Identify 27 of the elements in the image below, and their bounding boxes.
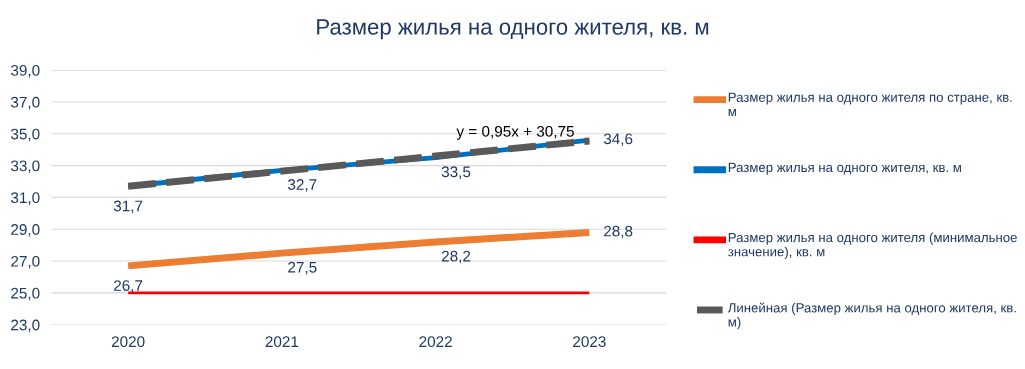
data-label: 28,8 [604, 225, 633, 239]
legend-label: Линейная (Размер жилья на одного жителя, кв. м) [727, 302, 1016, 330]
data-label: 27,5 [288, 261, 317, 275]
y-tick-label: 35,0 [10, 128, 40, 142]
x-tick-label: 2020 [111, 336, 145, 348]
data-label: 26,7 [114, 280, 143, 293]
y-tick-label: 29,0 [11, 224, 40, 237]
y-tick-label: 39,0 [10, 64, 40, 78]
annotation: y = 0,95x + 30,75 [456, 125, 574, 140]
data-label: 31,7 [113, 200, 143, 214]
chart-title: Размер жилья на одного жителя, кв. м [317, 19, 709, 40]
x-tick-label: 2022 [419, 336, 452, 348]
y-tick-label: 33,0 [10, 160, 40, 174]
x-tick-label: 2023 [573, 336, 606, 348]
y-tick-label: 27,0 [11, 255, 40, 269]
legend-label: Размер жилья на одного жителя, кв. м [728, 162, 961, 175]
data-label: 32,7 [288, 179, 317, 192]
y-tick-label: 37,0 [10, 96, 40, 110]
legend-label: Размер жилья на одного жителя по стране, кв. м [728, 92, 1012, 117]
legend-label: Размер жилья на одного жителя (минимальное значение), кв. м [728, 232, 1017, 259]
data-label: 33,5 [441, 166, 471, 179]
x-tick-label: 2021 [265, 336, 299, 348]
data-label: 28,2 [441, 250, 471, 264]
y-tick-label: 23,0 [11, 319, 40, 333]
y-tick-label: 25,0 [11, 287, 40, 301]
y-tick-label: 31,0 [10, 192, 40, 205]
data-label: 34,6 [603, 133, 633, 147]
